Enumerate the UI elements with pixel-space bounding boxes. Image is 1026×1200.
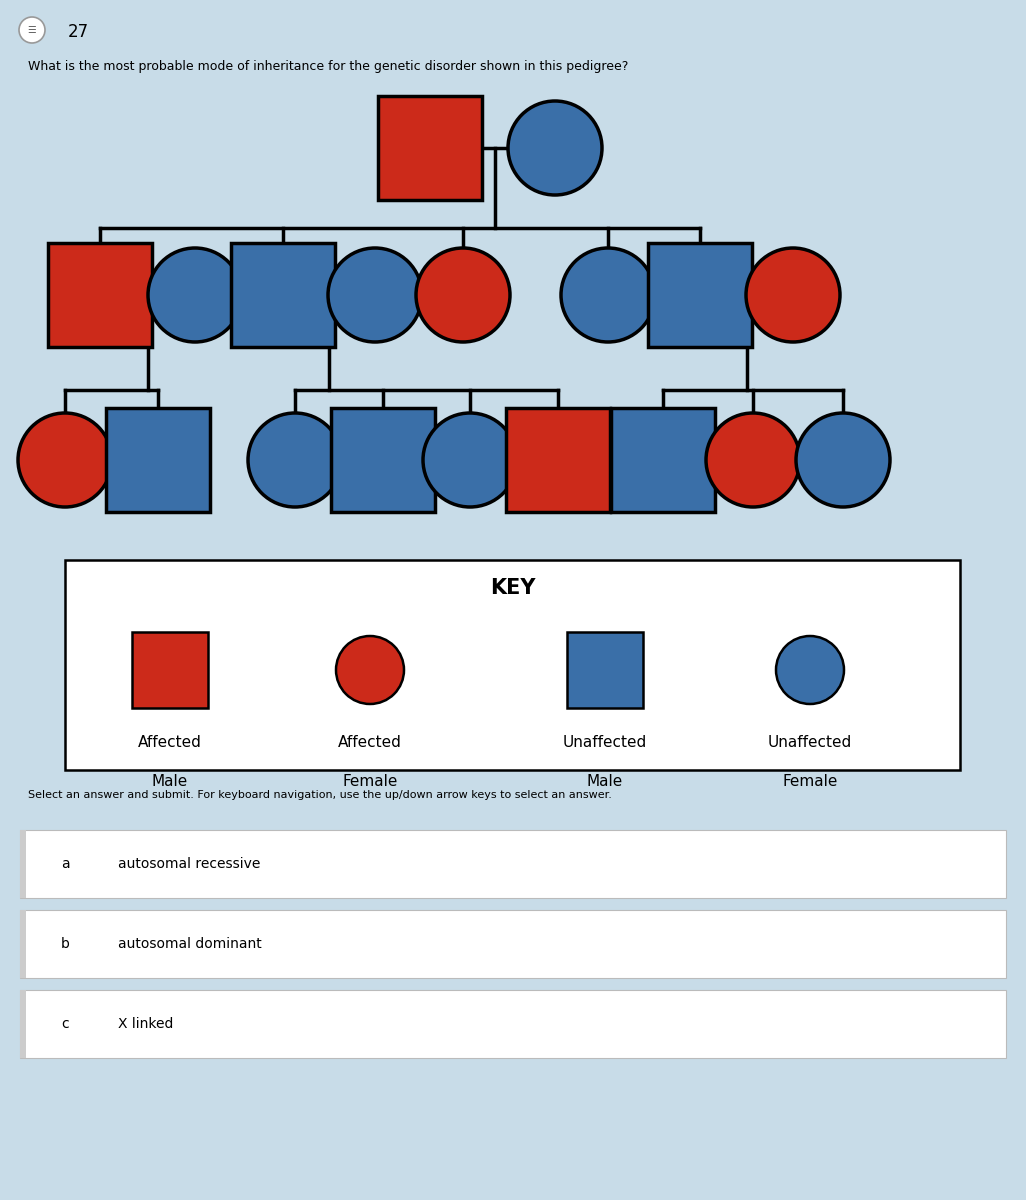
- Circle shape: [416, 248, 510, 342]
- Circle shape: [18, 413, 112, 506]
- Text: Select an answer and submit. For keyboard navigation, use the up/down arrow keys: Select an answer and submit. For keyboar…: [28, 790, 611, 800]
- Circle shape: [336, 636, 404, 704]
- Text: What is the most probable mode of inheritance for the genetic disorder shown in : What is the most probable mode of inheri…: [28, 60, 628, 73]
- Bar: [378, 96, 482, 200]
- Text: ☰: ☰: [28, 25, 36, 35]
- Text: autosomal recessive: autosomal recessive: [118, 857, 261, 871]
- Bar: [567, 632, 643, 708]
- Text: Female: Female: [782, 774, 837, 790]
- Text: a: a: [61, 857, 70, 871]
- Text: Male: Male: [152, 774, 188, 790]
- Circle shape: [508, 101, 602, 194]
- Circle shape: [746, 248, 840, 342]
- Text: KEY: KEY: [489, 578, 536, 598]
- Text: b: b: [61, 937, 70, 950]
- Bar: [48, 242, 152, 347]
- Bar: [648, 242, 752, 347]
- Circle shape: [706, 413, 800, 506]
- Text: c: c: [62, 1018, 69, 1031]
- Bar: [19, 990, 1007, 1058]
- Text: Unaffected: Unaffected: [563, 734, 647, 750]
- Bar: [611, 408, 715, 512]
- Text: Female: Female: [343, 774, 398, 790]
- Text: autosomal dominant: autosomal dominant: [118, 937, 262, 950]
- Bar: [65, 560, 960, 770]
- Circle shape: [423, 413, 517, 506]
- Circle shape: [328, 248, 422, 342]
- Bar: [19, 910, 26, 978]
- Circle shape: [776, 636, 844, 704]
- Text: Affected: Affected: [139, 734, 202, 750]
- Bar: [132, 632, 208, 708]
- Text: Unaffected: Unaffected: [767, 734, 853, 750]
- Text: Male: Male: [587, 774, 623, 790]
- Circle shape: [148, 248, 242, 342]
- Bar: [19, 910, 1007, 978]
- Text: Affected: Affected: [338, 734, 402, 750]
- Circle shape: [796, 413, 890, 506]
- Bar: [19, 990, 26, 1058]
- Bar: [231, 242, 336, 347]
- Circle shape: [561, 248, 655, 342]
- Bar: [19, 830, 1007, 898]
- Bar: [506, 408, 610, 512]
- Bar: [106, 408, 210, 512]
- Circle shape: [19, 17, 45, 43]
- Bar: [331, 408, 435, 512]
- Circle shape: [248, 413, 342, 506]
- Bar: [19, 830, 26, 898]
- Text: 27: 27: [68, 23, 89, 41]
- Text: X linked: X linked: [118, 1018, 173, 1031]
